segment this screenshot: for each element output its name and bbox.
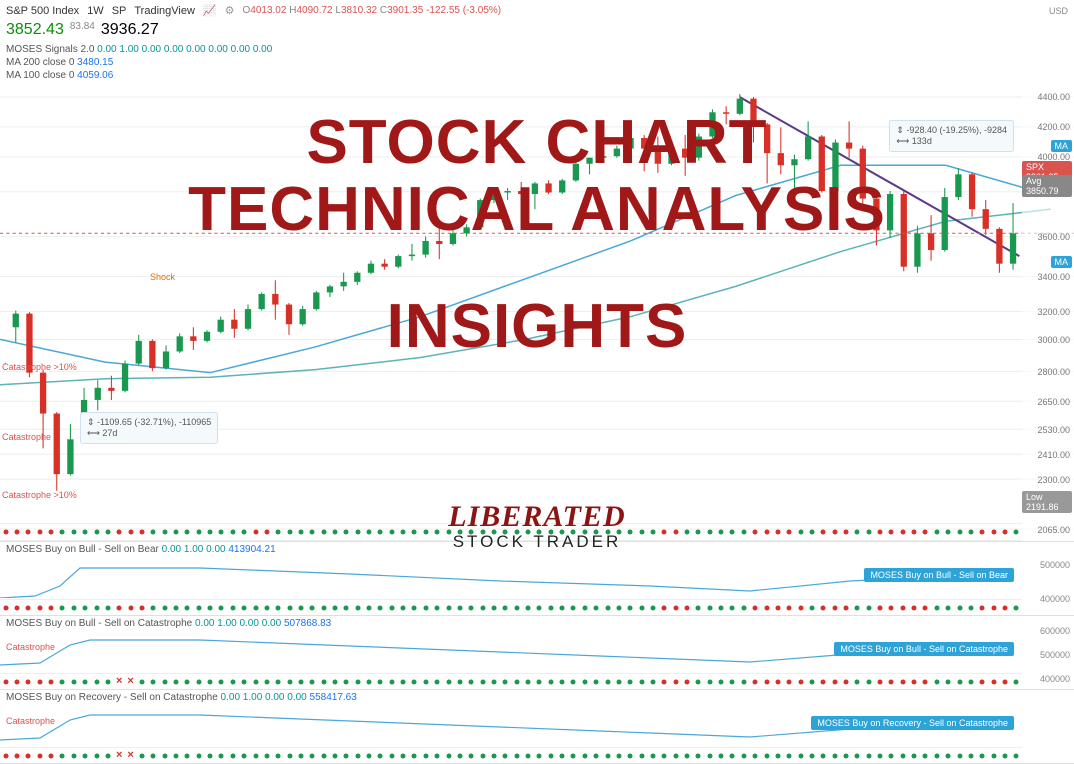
interval[interactable]: 1W <box>87 5 104 17</box>
logo-icon: 📈 <box>203 4 217 17</box>
main-price-chart[interactable]: 4400.004200.004000.003800.003600.003400.… <box>0 82 1074 542</box>
settings-icon[interactable]: ⚙ <box>225 4 235 17</box>
sub-panel-0[interactable]: MOSES Buy on Bull - Sell on Bear 0.00 1.… <box>0 542 1074 616</box>
sub-panel-2[interactable]: MOSES Buy on Recovery - Sell on Catastro… <box>0 690 1074 764</box>
ticker: SP <box>112 5 127 17</box>
currency: USD <box>1049 6 1068 16</box>
ohlc-bar: O4013.02 H4090.72 L3810.32 C3901.35 -122… <box>243 5 502 16</box>
catastrophe-label-2: Catastrophe <box>2 432 51 442</box>
sub-panel-1[interactable]: MOSES Buy on Bull - Sell on Catastrophe … <box>0 616 1074 690</box>
signal-dots-2: ×× <box>0 747 1022 763</box>
price-axis: 4400.004200.004000.003800.003600.003400.… <box>1022 82 1074 541</box>
chart-header: S&P 500 Index · 1W · SP · TradingView 📈 … <box>0 0 1074 21</box>
catastrophe-label-1: Catastrophe >10% <box>2 362 77 372</box>
indicator-ma200: MA 200 close 0 3480.15 <box>0 56 1074 69</box>
catastrophe-label-3: Catastrophe >10% <box>2 490 77 500</box>
signal-dots-0 <box>0 599 1022 615</box>
indicator-moses: MOSES Signals 2.0 0.00 1.00 0.00 0.00 0.… <box>0 43 1074 56</box>
signal-dots-main <box>0 523 1022 541</box>
price-badges: 3852.43 83.84 3936.27 <box>0 21 1074 43</box>
measure-tooltip-1: ⇕ -1109.65 (-32.71%), -110965 ⟷ 27d <box>80 412 218 444</box>
signal-dots-1: ×× <box>0 673 1022 689</box>
shock-label: Shock <box>150 272 175 282</box>
symbol-name[interactable]: S&P 500 Index <box>6 5 79 17</box>
provider: TradingView <box>134 5 195 17</box>
measure-tooltip-2: ⇕ -928.40 (-19.25%), -9284 ⟷ 133d <box>889 120 1014 152</box>
indicator-ma100: MA 100 close 0 4059.06 <box>0 69 1074 82</box>
